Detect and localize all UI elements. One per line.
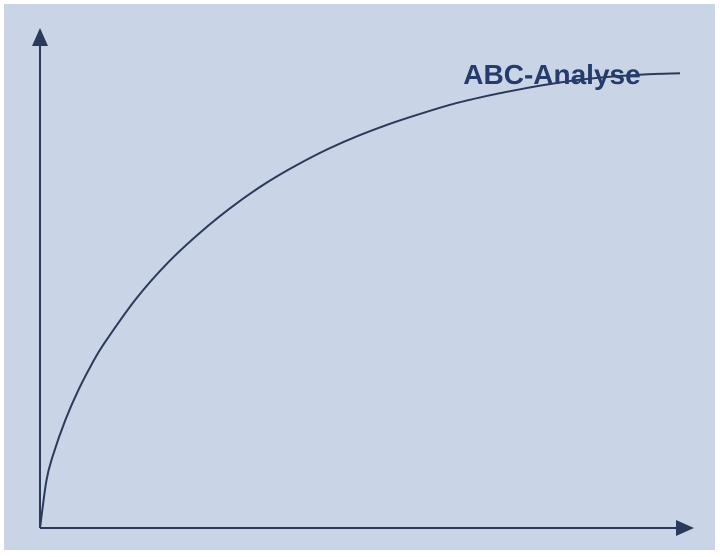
chart-background — [4, 4, 715, 550]
chart-title: ABC-Analyse — [463, 59, 640, 90]
y-axis-arrow-icon — [32, 28, 48, 46]
cumulative-curve — [39, 72, 681, 529]
x-axis-arrow-icon — [676, 520, 694, 536]
